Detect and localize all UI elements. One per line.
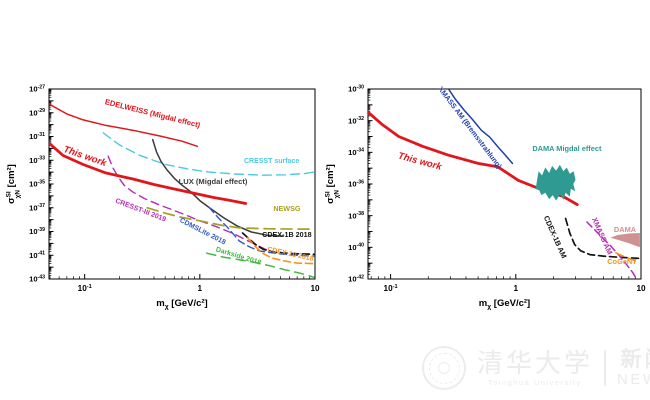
watermark-university-zh: 清华大学 [477,347,594,378]
curve-label-this-work: This work [397,151,444,173]
y-tick-label: 10-32 [348,116,364,125]
curve-label-cresst-surface: CRESST surface [244,158,299,165]
curve-label-cdex-1b-am: CDEX-1B AM [542,214,569,259]
curve-label-xmass-am-bremsstrahlung: XMASS AM (Bremsstrahlung) [436,85,504,171]
curve-label-lux-migdal: LUX (Migdal effect) [179,177,248,186]
plot-right: 10-42 10-40 10-38 10-36 10-34 10-32 10-30 10-1 1… [324,84,646,310]
y-tick-label: 10-35 [29,179,45,188]
x-axis-title: mχ [GeV/c²] [479,298,530,311]
tsinghua-seal-icon [422,346,466,390]
y-tick-label: 10-29 [29,108,45,117]
y-tick-label: 10-43 [29,274,45,283]
x-axis-title: mχ [GeV/c²] [156,298,207,311]
curve-label-xmass-am: XMASS AM [590,216,614,256]
region-dama-migdal-region [535,164,576,201]
x-tick-label: 10 [636,284,646,293]
y-axis-title: σSI χN [cm²] [324,164,340,204]
watermark-news-zh: 新闻 [620,348,650,371]
curve-darkside-2018 [206,252,315,279]
y-tick-label: 10-41 [29,251,45,260]
curve-label-cdex-10-2018: CDEX-10 2018 [267,246,315,263]
curve-label-cdex-1b-2018: CDEX-1B 2018 [262,230,312,239]
plot-content [368,89,641,279]
y-tick-label: 10-36 [348,179,364,188]
y-tick-label: 10-39 [29,227,45,236]
curve-label-edelweiss-migdal: EDELWEISS (Migdal effect) [104,97,202,130]
region-dama-region [610,233,640,248]
curve-cdex-1b-2018 [241,232,315,256]
curve-label-cresst-iii-2019: CRESST-III 2019 [114,198,167,224]
curve-cogent [615,252,641,263]
watermark-divider-bar [604,350,607,386]
curve-cresst-surface [102,132,315,176]
curve-xmass-am [586,221,638,279]
y-tick-label: 10-30 [348,84,364,93]
seal-core [438,362,450,374]
curve-cdex-1b-am [564,217,641,260]
curve-cdex-10-2018 [246,237,315,265]
curve-label-dama-migdal: DAMA Migdal effect [532,144,602,153]
plot-left: 10-43 10-41 10-39 10-37 10-35 10-33 10-31 10-29… [5,84,320,310]
x-tick-label: 10 [310,284,320,293]
x-tick-label: 1 [198,284,203,293]
curve-label-dama: DAMA [614,225,637,234]
x-tick-label: 1 [514,284,519,293]
y-tick-label: 10-27 [29,84,45,93]
curve-xmass-am-bremsstrahlung [447,89,514,165]
y-axis-title: σSI χN [cm²] [5,164,21,204]
curve-newsg [146,206,315,230]
y-tick-label: 10-38 [348,211,364,220]
y-tick-label: 10-37 [29,203,45,212]
plot-frame [367,88,642,280]
y-tick-label: 10-31 [29,132,45,141]
seal-inner-ring [428,352,460,384]
y-tick-label: 10-34 [348,148,364,157]
curve-edelweiss-migdal [49,103,199,148]
curve-label-cogent: CoGeNT [607,257,637,266]
x-tick-label: 10-1 [78,284,92,293]
curve-lux-migdal [151,138,284,237]
curve-label-newsg: NEWSG [273,204,301,213]
watermark-university-en: Tsinghua University [488,377,582,387]
watermark-news-en: NEWS [617,371,650,388]
y-tick-label: 10-42 [348,274,364,283]
x-tick-label: 10-1 [384,284,398,293]
plot-content [49,103,315,279]
curve-cdmslite-2018 [208,206,315,257]
watermark: 清华大学 Tsinghua University 新闻 NEWS [422,341,650,395]
y-tick-label: 10-40 [348,243,364,252]
y-tick-label: 10-33 [29,156,45,165]
curve-this-work [49,141,248,205]
